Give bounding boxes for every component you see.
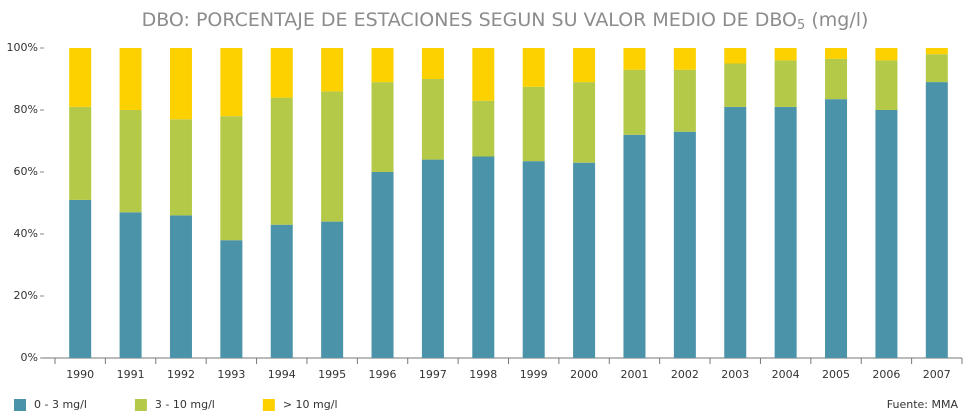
legend-swatch bbox=[134, 399, 147, 411]
bar-segment bbox=[825, 99, 848, 359]
x-tick-label: 1992 bbox=[167, 368, 195, 381]
legend-label: > 10 mg/l bbox=[283, 398, 338, 411]
bar-segment bbox=[421, 48, 444, 79]
legend-label: 3 - 10 mg/l bbox=[155, 398, 215, 411]
bar-segment bbox=[321, 48, 344, 92]
bar-segment bbox=[321, 221, 344, 358]
chart-title: DBO: PORCENTAJE DE ESTACIONES SEGUN SU V… bbox=[142, 9, 869, 33]
bar-segment bbox=[925, 82, 948, 358]
bar-segment bbox=[119, 110, 142, 213]
bar-segment bbox=[522, 86, 545, 162]
legend-swatch bbox=[262, 399, 275, 411]
y-tick-label: 80% bbox=[14, 103, 38, 116]
x-tick-label: 2007 bbox=[923, 368, 951, 381]
bar-segment bbox=[270, 224, 293, 358]
bar-segment bbox=[573, 82, 596, 163]
bar-segment bbox=[724, 48, 747, 64]
bar-segment bbox=[623, 69, 646, 135]
x-tick-label: 2006 bbox=[872, 368, 900, 381]
bar-segment bbox=[421, 159, 444, 358]
bar-segment bbox=[774, 106, 797, 359]
bar-segment bbox=[774, 60, 797, 107]
legend-swatch bbox=[14, 399, 26, 411]
legend-label: 0 - 3 mg/l bbox=[34, 398, 87, 411]
title-main: DBO: PORCENTAJE DE ESTACIONES SEGUN SU V… bbox=[142, 9, 797, 31]
y-tick-label: 100% bbox=[7, 41, 38, 54]
bar-segment bbox=[875, 48, 898, 61]
x-tick-label: 1996 bbox=[369, 368, 397, 381]
source: Fuente: MMA bbox=[887, 398, 959, 411]
x-tick-label: 2005 bbox=[822, 368, 850, 381]
x-tick-label: 2004 bbox=[772, 368, 800, 381]
bar-segment bbox=[119, 212, 142, 358]
bar-segment bbox=[875, 110, 898, 358]
bar-segment bbox=[522, 48, 545, 87]
x-tick-label: 1994 bbox=[268, 368, 296, 381]
title-suffix: (mg/l) bbox=[805, 9, 868, 31]
bar-segment bbox=[119, 48, 142, 110]
y-tick-label: 60% bbox=[14, 165, 38, 178]
bar-segment bbox=[220, 240, 243, 358]
bar-segment bbox=[673, 131, 696, 358]
bar-segment bbox=[724, 106, 747, 359]
x-tick-label: 2003 bbox=[721, 368, 749, 381]
y-tick-label: 40% bbox=[14, 227, 38, 240]
bar-segment bbox=[270, 97, 293, 225]
x-tick-label: 2000 bbox=[570, 368, 598, 381]
bar-segment bbox=[69, 199, 92, 358]
bar-segment bbox=[724, 63, 747, 107]
bar-segment bbox=[673, 48, 696, 70]
x-tick-label: 1993 bbox=[217, 368, 245, 381]
bar-segment bbox=[371, 172, 394, 358]
bar-segment bbox=[522, 161, 545, 358]
bar-segment bbox=[774, 48, 797, 61]
x-tick-label: 1999 bbox=[520, 368, 548, 381]
bar-segment bbox=[472, 48, 495, 101]
bar-segment bbox=[371, 82, 394, 172]
bar-segment bbox=[472, 156, 495, 358]
bar-segment bbox=[623, 134, 646, 358]
bar-segment bbox=[169, 119, 192, 216]
bar-segment bbox=[69, 48, 92, 107]
bar-segment bbox=[573, 48, 596, 83]
bar-segment bbox=[925, 54, 948, 83]
bar-segment bbox=[573, 162, 596, 358]
x-tick-label: 2002 bbox=[671, 368, 699, 381]
bar-segment bbox=[69, 106, 92, 200]
bar-segment bbox=[169, 48, 192, 120]
bar-segment bbox=[421, 79, 444, 160]
x-tick-label: 1998 bbox=[469, 368, 497, 381]
bar-segment bbox=[371, 48, 394, 83]
bar-segment bbox=[220, 48, 243, 117]
bar-segment bbox=[321, 91, 344, 222]
bar-segment bbox=[220, 116, 243, 241]
x-tick-label: 1995 bbox=[318, 368, 346, 381]
bar-segment bbox=[825, 58, 848, 100]
y-tick-label: 0% bbox=[21, 351, 38, 364]
x-tick-label: 2001 bbox=[620, 368, 648, 381]
bar-segment bbox=[925, 48, 948, 55]
bar-segment bbox=[270, 48, 293, 98]
x-tick-label: 1997 bbox=[419, 368, 447, 381]
x-tick-label: 1991 bbox=[117, 368, 145, 381]
bar-segment bbox=[472, 100, 495, 157]
x-tick-label: 1990 bbox=[66, 368, 94, 381]
bar-segment bbox=[673, 69, 696, 132]
bar-segment bbox=[875, 60, 898, 110]
bar-segment bbox=[825, 48, 848, 59]
y-tick-label: 20% bbox=[14, 289, 38, 302]
bar-segment bbox=[623, 48, 646, 70]
bar-segment bbox=[169, 215, 192, 358]
title-subscript: 5 bbox=[797, 18, 805, 33]
